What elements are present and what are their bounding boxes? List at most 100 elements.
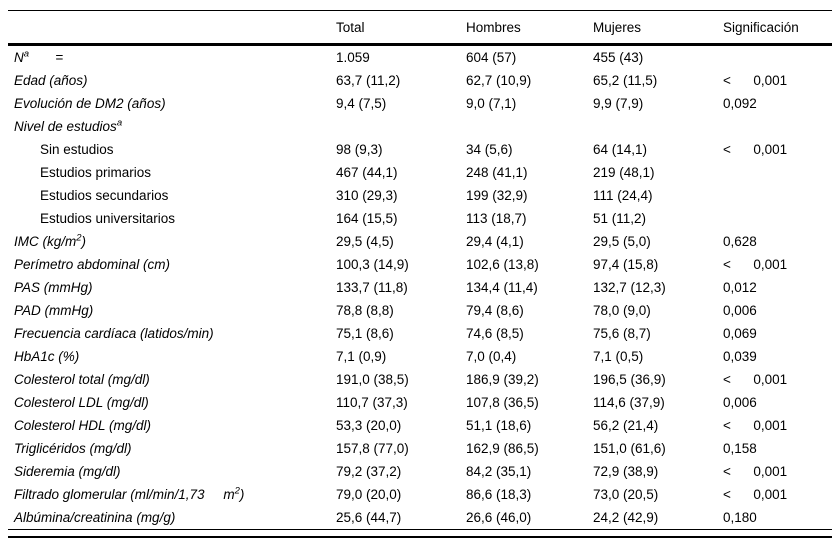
cell-hombres: 107,8 (36,5) <box>466 395 539 410</box>
cell-mujeres: 219 (48,1) <box>593 165 655 180</box>
cell-significacion: < 0,001 <box>723 418 788 433</box>
cell-significacion: < 0,001 <box>723 73 788 88</box>
cell-mujeres: 9,9 (7,9) <box>593 96 644 111</box>
cell-mujeres: 56,2 (21,4) <box>593 418 659 433</box>
column-header-mujeres: Mujeres <box>593 19 642 35</box>
row-label-text: Nivel de estudios <box>14 119 117 134</box>
cell-hombres: 604 (57) <box>466 50 517 65</box>
cell-hombres: 199 (32,9) <box>466 188 528 203</box>
row-label: Colesterol HDL (mg/dl) <box>8 418 336 433</box>
cell-mujeres: 65,2 (11,5) <box>593 73 658 88</box>
table-row: Sideremia (mg/dl) 79,2 (37,2) 84,2 (35,1… <box>8 460 832 483</box>
cell-total: 1.059 <box>336 50 370 65</box>
row-label-superscript: a <box>116 117 123 129</box>
row-label: Colesterol LDL (mg/dl) <box>8 395 336 410</box>
cell-total: 53,3 (20,0) <box>336 418 402 433</box>
cell-hombres: 26,6 (46,0) <box>466 510 532 525</box>
cell-significacion: 0,006 <box>723 395 757 410</box>
cell-total: 467 (44,1) <box>336 165 398 180</box>
row-label: Na = <box>8 49 336 65</box>
cell-total: 75,1 (8,6) <box>336 326 394 341</box>
cell-total: 7,1 (0,9) <box>336 349 387 364</box>
cell-total: 157,8 (77,0) <box>336 441 409 456</box>
row-label-text: Sin estudios <box>40 142 114 157</box>
cell-mujeres: 114,6 (37,9) <box>593 395 665 410</box>
table-header-row: Total Hombres Mujeres Significación <box>8 11 832 43</box>
cell-total: 79,0 (20,0) <box>336 487 402 502</box>
row-label-text: Estudios primarios <box>40 165 152 180</box>
cell-total: 25,6 (44,7) <box>336 510 402 525</box>
row-label: Frecuencia cardíaca (latidos/min) <box>8 326 336 341</box>
row-label: Evolución de DM2 (años) <box>8 96 336 111</box>
row-label: Triglicéridos (mg/dl) <box>8 441 336 456</box>
row-label: PAD (mmHg) <box>8 303 336 318</box>
table-row: Frecuencia cardíaca (latidos/min) 75,1 (… <box>8 322 832 345</box>
row-label-text: Sideremia (mg/dl) <box>14 464 121 479</box>
cell-total: 79,2 (37,2) <box>336 464 402 479</box>
header-separator-rule <box>8 43 832 46</box>
cell-significacion: 0,628 <box>723 234 757 249</box>
table-row: PAD (mmHg) 78,8 (8,8) 79,4 (8,6) 78,0 (9… <box>8 299 832 322</box>
cell-significacion: < 0,001 <box>723 487 788 502</box>
row-label-text: PAD (mmHg) <box>14 303 94 318</box>
table-row: Nivel de estudiosa <box>8 115 832 138</box>
cell-hombres: 51,1 (18,6) <box>466 418 532 433</box>
cell-hombres: 102,6 (13,8) <box>466 257 539 272</box>
table-row: Na = 1.059 604 (57) 455 (43) <box>8 46 832 69</box>
row-label: IMC (kg/m2) <box>8 232 336 249</box>
cell-significacion: 0,069 <box>723 326 757 341</box>
cell-hombres: 7,0 (0,4) <box>466 349 517 364</box>
row-label: Sin estudios <box>8 142 336 157</box>
cell-significacion: < 0,001 <box>723 372 788 387</box>
row-label-text: HbA1c (%) <box>14 349 80 364</box>
row-label-text: Albúmina/creatinina (mg/g) <box>14 510 176 525</box>
row-label-text: Evolución de DM2 (años) <box>14 96 166 111</box>
row-label-text: Frecuencia cardíaca (latidos/min) <box>14 326 214 341</box>
table-bottom-thick-rule <box>8 536 832 538</box>
row-label-superscript: 2 <box>76 232 82 244</box>
cell-total: 9,4 (7,5) <box>336 96 387 111</box>
cell-significacion: 0,012 <box>723 280 757 295</box>
cell-mujeres: 132,7 (12,3) <box>593 280 666 295</box>
cell-total: 100,3 (14,9) <box>336 257 409 272</box>
table-row: Estudios primarios 467 (44,1) 248 (41,1)… <box>8 161 832 184</box>
table-row: IMC (kg/m2) 29,5 (4,5) 29,4 (4,1) 29,5 (… <box>8 230 832 253</box>
cell-total: 310 (29,3) <box>336 188 398 203</box>
column-header-total: Total <box>336 19 365 35</box>
row-label-text: Perímetro abdominal (cm) <box>14 257 171 272</box>
row-label: Nivel de estudiosa <box>8 117 336 134</box>
cell-mujeres: 78,0 (9,0) <box>593 303 651 318</box>
cell-significacion: < 0,001 <box>723 464 788 479</box>
row-label-text: Colesterol total (mg/dl) <box>14 372 150 387</box>
cell-mujeres: 151,0 (61,6) <box>593 441 666 456</box>
table-row: Colesterol LDL (mg/dl) 110,7 (37,3) 107,… <box>8 391 832 414</box>
cell-hombres: 9,0 (7,1) <box>466 96 517 111</box>
row-label: HbA1c (%) <box>8 349 336 364</box>
cell-significacion: < 0,001 <box>723 257 788 272</box>
cell-mujeres: 97,4 (15,8) <box>593 257 659 272</box>
cell-hombres: 186,9 (39,2) <box>466 372 539 387</box>
table-row: Edad (años) 63,7 (11,2) 62,7 (10,9) 65,2… <box>8 69 832 92</box>
row-label: Estudios universitarios <box>8 211 336 226</box>
cell-significacion: < 0,001 <box>723 142 788 157</box>
table-row: Evolución de DM2 (años) 9,4 (7,5) 9,0 (7… <box>8 92 832 115</box>
cell-total: 29,5 (4,5) <box>336 234 394 249</box>
table-top-rule <box>8 10 832 11</box>
row-label-text: Colesterol HDL (mg/dl) <box>14 418 152 433</box>
table-bottom-thin-rule <box>8 529 832 530</box>
cell-total: 133,7 (11,8) <box>336 280 408 295</box>
table-row: Colesterol total (mg/dl) 191,0 (38,5) 18… <box>8 368 832 391</box>
cell-mujeres: 196,5 (36,9) <box>593 372 666 387</box>
column-header-hombres: Hombres <box>466 19 521 35</box>
row-label: Estudios primarios <box>8 165 336 180</box>
cell-significacion: 0,039 <box>723 349 757 364</box>
cell-mujeres: 455 (43) <box>593 50 644 65</box>
row-label-text: Edad (años) <box>14 73 88 88</box>
cell-significacion: 0,092 <box>723 96 757 111</box>
cell-hombres: 74,6 (8,5) <box>466 326 524 341</box>
row-label-text: Colesterol LDL (mg/dl) <box>14 395 149 410</box>
row-label: Colesterol total (mg/dl) <box>8 372 336 387</box>
table-row: PAS (mmHg) 133,7 (11,8) 134,4 (11,4) 132… <box>8 276 832 299</box>
table-row: Estudios universitarios 164 (15,5) 113 (… <box>8 207 832 230</box>
cell-mujeres: 51 (11,2) <box>593 211 647 226</box>
